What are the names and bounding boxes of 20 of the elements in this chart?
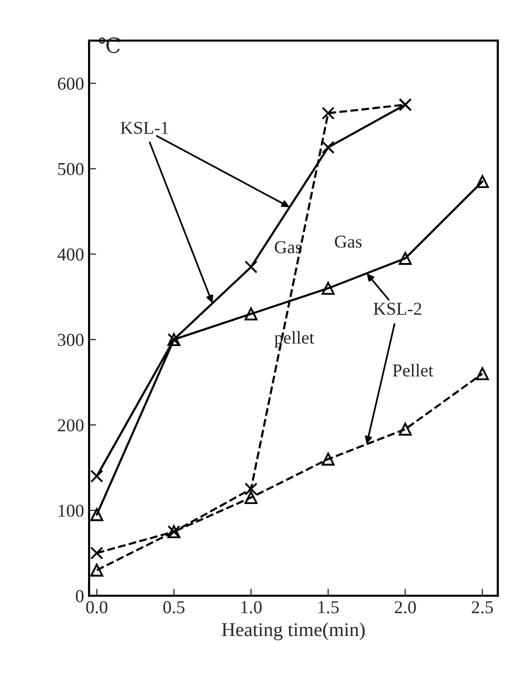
x-tick-label: 2.5 xyxy=(472,601,493,614)
y-tick-label: 400 xyxy=(57,248,84,261)
x-tick-label: 1.5 xyxy=(318,601,339,614)
annotation: Gas xyxy=(334,236,362,248)
y-tick-label: 100 xyxy=(58,504,84,517)
x-tick-label: 0.0 xyxy=(86,601,108,614)
y-tick-label: 600 xyxy=(58,78,84,90)
y-tick-label: 200 xyxy=(58,419,84,432)
x-tick-label: 0.5 xyxy=(163,601,184,614)
y-tick-label: 500 xyxy=(58,162,84,176)
x-tick-label: 1.0 xyxy=(241,601,262,614)
x-axis-title: Heating time(min) xyxy=(222,622,365,640)
annotation: KSL-1 xyxy=(120,122,168,134)
annotation: Pellet xyxy=(392,364,434,377)
x-tick-label: 2.0 xyxy=(394,601,416,614)
y-tick-label: 0 xyxy=(76,590,84,602)
annotation: KSL-2 xyxy=(374,302,422,315)
annotation: pellet xyxy=(274,331,314,348)
annotation: Gas xyxy=(274,241,302,254)
y-tick-label: 300 xyxy=(58,334,84,346)
